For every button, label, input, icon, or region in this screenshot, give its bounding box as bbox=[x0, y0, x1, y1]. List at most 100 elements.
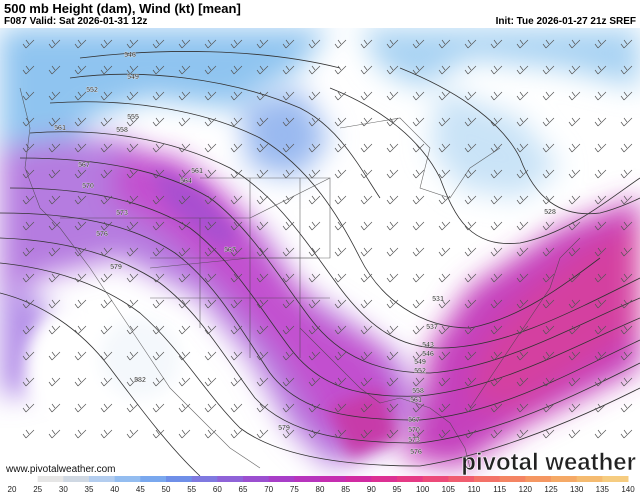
wind-barb bbox=[412, 117, 425, 127]
wind-barb bbox=[100, 39, 113, 49]
wind-barb bbox=[360, 429, 373, 439]
wind-barb bbox=[386, 65, 399, 75]
wind-barb bbox=[152, 65, 165, 75]
wind-barb bbox=[464, 195, 477, 205]
wind-barb bbox=[48, 273, 61, 283]
wind-barb bbox=[178, 195, 191, 205]
wind-barb bbox=[438, 143, 451, 153]
wind-barb bbox=[386, 351, 399, 361]
wind-barb bbox=[516, 195, 529, 205]
contour-label: 558 bbox=[116, 127, 128, 134]
wind-barb bbox=[360, 325, 373, 335]
wind-barb bbox=[516, 403, 529, 413]
wind-barb bbox=[438, 403, 451, 413]
wind-barb bbox=[282, 325, 295, 335]
wind-barb bbox=[230, 247, 243, 257]
wind-barb bbox=[594, 273, 607, 283]
wind-barb bbox=[282, 351, 295, 361]
wind-barb bbox=[334, 169, 347, 179]
wind-barb bbox=[620, 91, 633, 101]
wind-barb bbox=[22, 117, 35, 127]
wind-barb bbox=[516, 117, 529, 127]
wind-barb bbox=[490, 351, 503, 361]
wind-barb bbox=[516, 169, 529, 179]
wind-barb bbox=[152, 273, 165, 283]
wind-barb bbox=[22, 351, 35, 361]
wind-barb bbox=[568, 429, 581, 439]
wind-barb bbox=[412, 195, 425, 205]
wind-barb bbox=[620, 351, 633, 361]
wind-barb bbox=[100, 65, 113, 75]
wind-barb bbox=[152, 117, 165, 127]
wind-barb bbox=[100, 91, 113, 101]
wind-barb bbox=[48, 377, 61, 387]
wind-barb bbox=[568, 169, 581, 179]
wind-barb bbox=[620, 195, 633, 205]
wind-barb bbox=[490, 221, 503, 231]
wind-barb bbox=[178, 169, 191, 179]
wind-barb bbox=[126, 195, 139, 205]
wind-barb bbox=[542, 143, 555, 153]
wind-barb bbox=[230, 39, 243, 49]
colorbar-segment bbox=[191, 476, 218, 482]
wind-barb bbox=[230, 117, 243, 127]
wind-barb bbox=[490, 299, 503, 309]
colorbar-segment bbox=[243, 476, 270, 482]
wind-barb bbox=[542, 91, 555, 101]
wind-barb bbox=[620, 429, 633, 439]
colorbar-tick-label: 30 bbox=[59, 485, 68, 494]
wind-barb bbox=[464, 247, 477, 257]
wind-barb bbox=[412, 403, 425, 413]
wind-barb bbox=[178, 91, 191, 101]
wind-barb bbox=[308, 325, 321, 335]
wind-barb bbox=[516, 377, 529, 387]
wind-barb bbox=[620, 39, 633, 49]
wind-barb bbox=[412, 247, 425, 257]
wind-barb bbox=[334, 325, 347, 335]
wind-barb bbox=[568, 117, 581, 127]
wind-barb bbox=[620, 299, 633, 309]
wind-barb bbox=[412, 91, 425, 101]
wind-barb bbox=[204, 65, 217, 75]
wind-barb bbox=[386, 195, 399, 205]
wind-barb bbox=[74, 247, 87, 257]
colorbar-segment bbox=[448, 476, 475, 482]
wind-barb bbox=[542, 195, 555, 205]
wind-barb bbox=[308, 377, 321, 387]
wind-barb bbox=[282, 195, 295, 205]
wind-barb bbox=[542, 325, 555, 335]
wind-barb bbox=[412, 351, 425, 361]
wind-barb bbox=[386, 39, 399, 49]
wind-barb bbox=[542, 429, 555, 439]
wind-barb bbox=[516, 351, 529, 361]
contour-label: 543 bbox=[422, 342, 434, 349]
wind-barb bbox=[256, 299, 269, 309]
wind-barb bbox=[334, 377, 347, 387]
wind-barb bbox=[438, 65, 451, 75]
wind-barb bbox=[48, 221, 61, 231]
wind-barb bbox=[386, 377, 399, 387]
wind-barb bbox=[230, 91, 243, 101]
contour-label: 555 bbox=[127, 114, 139, 121]
wind-barb bbox=[126, 351, 139, 361]
colorbar-tick-label: 105 bbox=[442, 485, 456, 494]
wind-barb bbox=[22, 273, 35, 283]
wind-barb bbox=[48, 169, 61, 179]
wind-barb bbox=[100, 221, 113, 231]
wind-barb bbox=[308, 221, 321, 231]
wind-barb bbox=[568, 39, 581, 49]
contour-label: 528 bbox=[544, 209, 556, 216]
wind-barb bbox=[256, 429, 269, 439]
wind-barb bbox=[438, 325, 451, 335]
wind-barb bbox=[308, 169, 321, 179]
wind-barb bbox=[490, 65, 503, 75]
wind-barb bbox=[256, 195, 269, 205]
wind-barb bbox=[386, 325, 399, 335]
colorbar-tick-label: 65 bbox=[239, 485, 248, 494]
colorbar-segment bbox=[499, 476, 526, 482]
wind-barb bbox=[48, 403, 61, 413]
wind-barb bbox=[74, 273, 87, 283]
wind-barb bbox=[282, 247, 295, 257]
colorbar-tick-label: 90 bbox=[367, 485, 376, 494]
